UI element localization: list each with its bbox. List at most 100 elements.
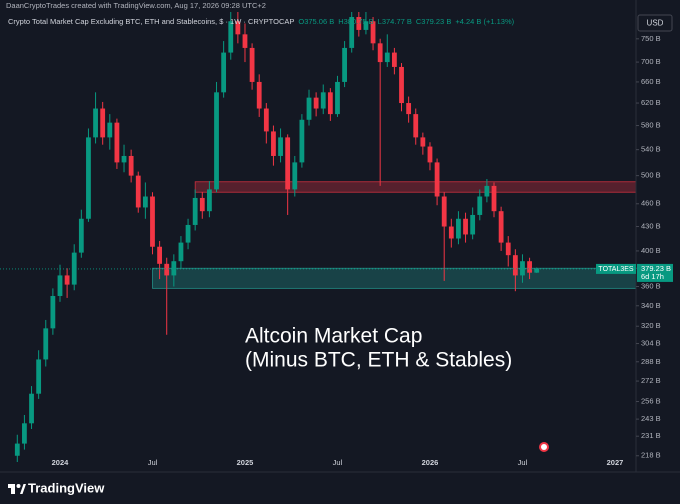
candle-body bbox=[320, 92, 326, 109]
candle-body bbox=[256, 81, 262, 109]
y-axis: 750 B 700 B 660 B 620 B 580 B 540 B 500 B 460 B… bbox=[636, 34, 661, 460]
candle-body bbox=[512, 255, 518, 276]
candle-body bbox=[64, 275, 70, 285]
candle-body bbox=[142, 196, 148, 208]
candle-body bbox=[413, 114, 419, 138]
candle-body bbox=[427, 146, 433, 163]
candle-body bbox=[463, 218, 468, 235]
candle-body bbox=[327, 92, 333, 115]
candle-body bbox=[228, 21, 234, 53]
candle-body bbox=[491, 185, 497, 212]
candle-body bbox=[192, 197, 198, 225]
candle-body bbox=[22, 423, 27, 444]
y-tick-label: 304 B bbox=[641, 339, 661, 348]
y-tick-label: 272 B bbox=[641, 376, 661, 385]
candle-body bbox=[505, 242, 511, 256]
candle-body bbox=[377, 43, 383, 63]
candle-body bbox=[370, 21, 376, 44]
currency-box[interactable] bbox=[637, 14, 673, 32]
y-tick-label: 750 B bbox=[641, 34, 661, 43]
ohlc-value: C379.23 B bbox=[416, 17, 451, 26]
y-tick-label: 218 B bbox=[641, 451, 661, 460]
price-box bbox=[637, 263, 673, 282]
y-tick-label: 400 B bbox=[641, 246, 661, 255]
brand: TradingView bbox=[28, 480, 105, 495]
candle-body bbox=[335, 81, 340, 115]
ohlc-value: H380.75 B bbox=[338, 17, 373, 26]
candle-body bbox=[306, 97, 312, 120]
candle-body bbox=[199, 197, 205, 212]
ohlc-value: +4.24 B (+1.13%) bbox=[455, 17, 514, 26]
candle-body bbox=[93, 108, 98, 138]
candle-body bbox=[441, 196, 447, 227]
candle-body bbox=[271, 131, 276, 156]
y-tick-label: 231 B bbox=[641, 431, 661, 440]
candle-body bbox=[484, 185, 490, 197]
symbol-title: Crypto Total Market Cap Excluding BTC, E… bbox=[8, 17, 515, 26]
symbol-title: Crypto Total Market Cap Excluding BTC, E… bbox=[8, 17, 294, 26]
candle-body bbox=[214, 92, 219, 190]
y-tick-label: 540 B bbox=[641, 145, 661, 154]
candle-body bbox=[114, 122, 120, 163]
candles bbox=[14, 12, 540, 462]
candle-body bbox=[448, 226, 454, 239]
x-tick-label: Jul bbox=[148, 458, 158, 467]
candle-body bbox=[477, 196, 483, 215]
candle-body bbox=[86, 137, 91, 219]
candle-body bbox=[185, 224, 191, 243]
ohlc-value: O375.06 B bbox=[298, 17, 334, 26]
currency[interactable]: USD bbox=[647, 19, 664, 28]
y-tick-label: 320 B bbox=[641, 321, 661, 330]
zone bbox=[152, 267, 636, 289]
zone bbox=[194, 181, 636, 193]
candle-body bbox=[498, 211, 504, 243]
candle-body bbox=[349, 17, 355, 48]
x-tick-label: 2026 bbox=[422, 458, 439, 467]
candle-body bbox=[263, 108, 269, 132]
candle-body bbox=[29, 393, 34, 424]
candle-body bbox=[150, 196, 155, 247]
candle-body bbox=[50, 295, 56, 329]
x-tick-label: 2027 bbox=[607, 458, 624, 467]
candle-body bbox=[14, 443, 20, 456]
candle-body bbox=[299, 119, 305, 163]
candle-body bbox=[391, 52, 397, 67]
candle-body bbox=[292, 162, 298, 190]
y-tick-label: 460 B bbox=[641, 199, 661, 208]
candle-body bbox=[78, 218, 84, 253]
annotation: Altcoin Market Cap bbox=[245, 325, 422, 348]
candle-body bbox=[434, 162, 440, 197]
x-tick-label: 2024 bbox=[52, 458, 70, 467]
ohlc-value: L374.77 B bbox=[378, 17, 412, 26]
candle-body bbox=[221, 52, 227, 93]
candle-body bbox=[242, 34, 248, 48]
candle-body bbox=[171, 261, 177, 276]
y-tick-label: 243 B bbox=[641, 414, 661, 423]
candle-body bbox=[342, 47, 347, 82]
candle-body bbox=[100, 108, 106, 138]
candle-body bbox=[384, 52, 390, 63]
candle-body bbox=[107, 122, 113, 138]
candle-body bbox=[157, 246, 162, 264]
symbol-box bbox=[596, 263, 636, 274]
y-tick-label: 580 B bbox=[641, 121, 661, 130]
candle-body bbox=[534, 268, 540, 273]
y-tick-label: 660 B bbox=[641, 77, 661, 86]
candle-body bbox=[406, 103, 412, 115]
y-tick-label: 620 B bbox=[641, 98, 661, 107]
candle-body bbox=[285, 137, 291, 190]
candle-body bbox=[57, 275, 63, 296]
candle-body bbox=[128, 155, 134, 176]
candle-body bbox=[249, 47, 255, 82]
y-tick-label: 700 B bbox=[641, 57, 661, 66]
y-tick-label: 430 B bbox=[641, 222, 661, 231]
candle-body bbox=[43, 328, 49, 360]
candle-body bbox=[420, 137, 426, 147]
candle-body bbox=[164, 263, 170, 276]
y-tick-label: 288 B bbox=[641, 357, 661, 366]
x-tick-label: Jul bbox=[333, 458, 343, 467]
candle-body bbox=[207, 189, 212, 212]
price-label: 379.23 B bbox=[641, 264, 671, 273]
y-tick-label: 340 B bbox=[641, 301, 661, 310]
